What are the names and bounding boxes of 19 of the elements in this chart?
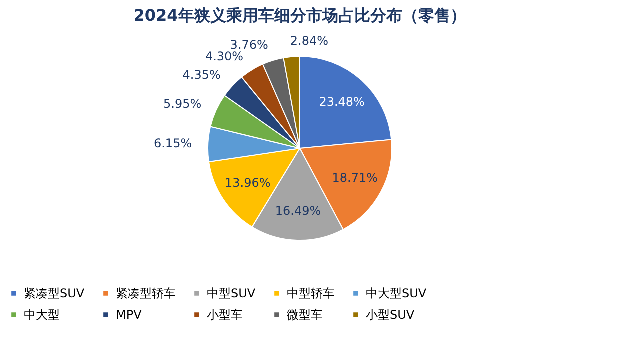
data-label: 5.95% bbox=[164, 96, 202, 111]
legend-label: 小型SUV bbox=[366, 308, 416, 322]
legend-label: MPV bbox=[116, 308, 143, 322]
legend-label: 中型SUV bbox=[207, 286, 256, 300]
legend-label: 中大型SUV bbox=[366, 286, 428, 300]
legend-label: 微型车 bbox=[287, 308, 323, 322]
legend-label: 紧凑型SUV bbox=[24, 286, 86, 300]
legend-label: 紧凑型轿车 bbox=[116, 286, 176, 300]
data-label: 2.84% bbox=[290, 34, 328, 48]
data-label: 13.96% bbox=[225, 176, 271, 190]
data-label: 16.49% bbox=[275, 204, 322, 218]
data-label: 23.48% bbox=[319, 95, 365, 110]
legend-label: 小型车 bbox=[207, 308, 243, 322]
legend-label: 中型轿车 bbox=[287, 286, 335, 300]
data-label: 4.35% bbox=[182, 68, 221, 82]
data-label: 18.71% bbox=[332, 171, 378, 186]
legend-label: 中大型 bbox=[24, 308, 60, 322]
chart-title: 2024年狭义乘用车细分市场占比分布（零售） bbox=[134, 6, 466, 25]
data-label: 6.15% bbox=[154, 136, 192, 151]
